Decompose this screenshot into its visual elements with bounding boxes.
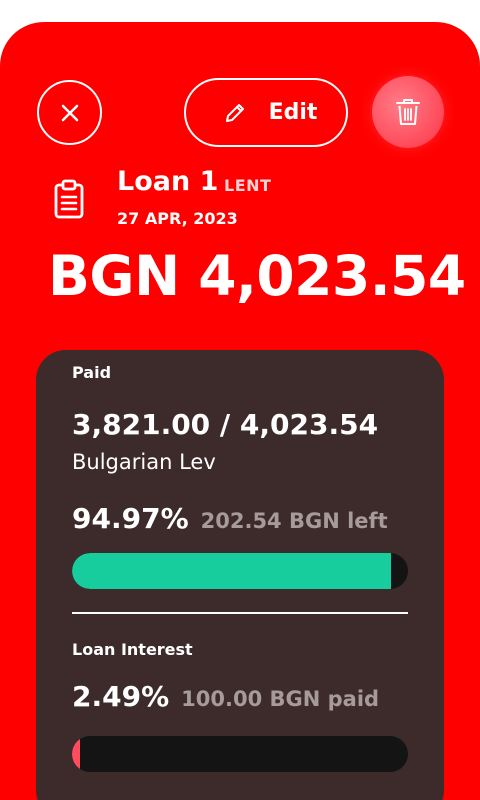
paid-percent: 94.97% bbox=[72, 502, 189, 535]
paid-percent-line: 94.97% 202.54 BGN left bbox=[72, 502, 388, 535]
close-icon bbox=[61, 104, 78, 121]
interest-label: Loan Interest bbox=[72, 640, 193, 659]
loan-type-badge: LENT bbox=[224, 176, 272, 195]
interest-progress-bar bbox=[72, 736, 408, 772]
loan-title: Loan 1 bbox=[117, 166, 219, 197]
section-divider bbox=[72, 612, 408, 614]
pencil-icon bbox=[225, 103, 244, 122]
clipboard-icon bbox=[54, 179, 84, 219]
paid-label: Paid bbox=[72, 363, 112, 382]
remaining-amount: 202.54 BGN left bbox=[200, 509, 388, 533]
paid-progress-fill bbox=[72, 553, 392, 589]
interest-progress-fill bbox=[72, 736, 81, 772]
interest-percent: 2.49% bbox=[72, 680, 170, 713]
interest-paid-amount: 100.00 BGN paid bbox=[181, 687, 380, 711]
delete-button[interactable] bbox=[372, 76, 444, 148]
edit-button-label: Edit bbox=[268, 100, 318, 125]
close-button[interactable] bbox=[37, 80, 102, 145]
edit-button[interactable]: Edit bbox=[184, 78, 348, 147]
paid-progress-bar bbox=[72, 553, 408, 589]
paid-ratio: 3,821.00 / 4,023.54 bbox=[72, 408, 379, 441]
loan-progress-card: Paid 3,821.00 / 4,023.54 Bulgarian Lev 9… bbox=[36, 350, 444, 800]
interest-percent-line: 2.49% 100.00 BGN paid bbox=[72, 680, 379, 713]
loan-amount: BGN 4,023.54 bbox=[48, 244, 466, 308]
currency-name: Bulgarian Lev bbox=[72, 450, 216, 474]
trash-icon bbox=[396, 99, 420, 125]
loan-date: 27 APR, 2023 bbox=[117, 209, 238, 228]
